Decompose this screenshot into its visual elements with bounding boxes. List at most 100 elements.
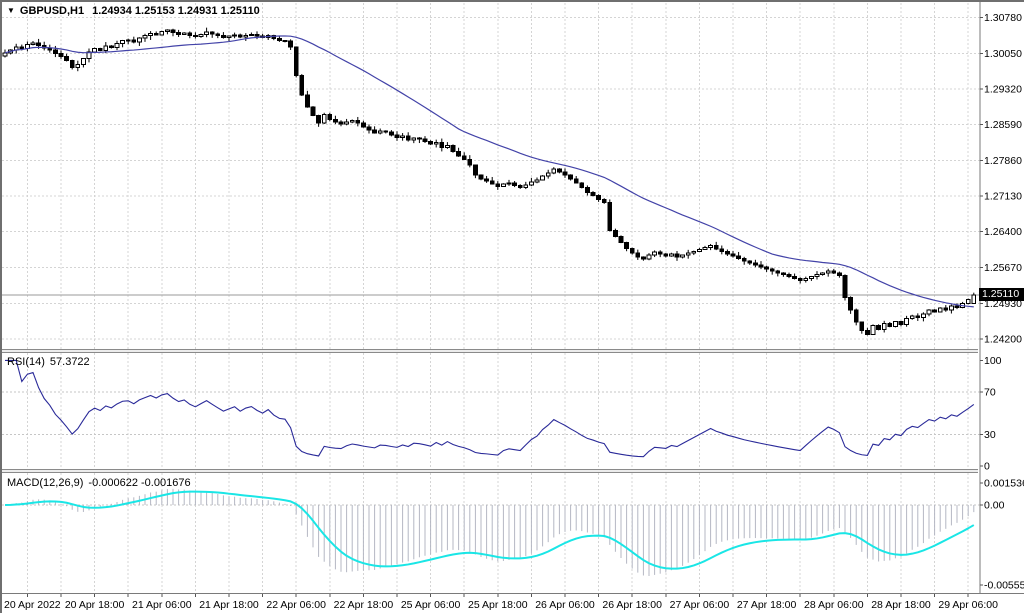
- candle: [148, 32, 153, 37]
- candle: [114, 43, 120, 48]
- candle: [887, 323, 893, 328]
- candle: [831, 270, 837, 274]
- rsi-line: [5, 359, 975, 458]
- candles-layer[interactable]: [2, 27, 977, 336]
- candle: [635, 252, 641, 258]
- candle: [137, 37, 142, 43]
- candle: [904, 318, 910, 326]
- candle: [775, 270, 781, 274]
- candle: [764, 266, 770, 270]
- candle: [680, 254, 686, 258]
- candle: [478, 174, 484, 180]
- candle: [92, 47, 97, 53]
- panel-separator-macd[interactable]: [2, 469, 978, 473]
- candle: [53, 49, 58, 54]
- time-axis-label: 29 Apr 06:00: [938, 599, 998, 611]
- candle: [58, 52, 64, 57]
- candle: [344, 121, 350, 125]
- candle: [254, 33, 260, 37]
- candle: [288, 40, 294, 48]
- symbol-label: GBPUSD,H1: [19, 5, 85, 17]
- candle: [327, 113, 333, 120]
- candle: [865, 329, 870, 335]
- candle: [75, 64, 81, 69]
- candle: [484, 178, 490, 182]
- macd-signal-line: [4, 490, 975, 570]
- candle: [187, 32, 193, 36]
- candle: [170, 29, 176, 33]
- time-axis-label: 28 Apr 18:00: [871, 599, 931, 611]
- candle: [321, 113, 327, 124]
- svg-text:1.24930: 1.24930: [984, 298, 1022, 310]
- time-axis-label: 20 Apr 18:00: [65, 599, 125, 611]
- candle: [893, 321, 898, 328]
- candle: [400, 135, 406, 138]
- candle: [226, 35, 232, 39]
- candle: [848, 297, 854, 311]
- candle: [545, 172, 551, 177]
- time-axis-label: 25 Apr 18:00: [468, 599, 528, 611]
- chart-title: ▼ GBPUSD,H1 1.24934 1.25153 1.24931 1.2511…: [7, 5, 260, 17]
- candle: [803, 278, 809, 282]
- candle: [965, 299, 971, 305]
- candle: [842, 275, 848, 299]
- candle: [629, 247, 635, 254]
- candle: [685, 252, 691, 256]
- rsi-indicator-label: RSI(14) 57.3722: [7, 356, 90, 368]
- candle: [909, 315, 915, 320]
- svg-text:1.24200: 1.24200: [984, 334, 1022, 346]
- symbol-menu-arrow-icon[interactable]: ▼: [7, 6, 15, 15]
- candle: [618, 236, 624, 243]
- time-axis-label: 28 Apr 06:00: [804, 599, 864, 611]
- candle: [562, 171, 568, 176]
- time-axis-label: 21 Apr 06:00: [132, 599, 192, 611]
- candle: [204, 31, 209, 35]
- time-axis-label: 25 Apr 06:00: [401, 599, 461, 611]
- candle: [159, 30, 165, 36]
- candle: [596, 195, 602, 200]
- panel-separator-rsi[interactable]: [2, 349, 978, 353]
- candle: [489, 180, 495, 185]
- candle: [943, 307, 949, 311]
- time-axis-label: 26 Apr 06:00: [535, 599, 595, 611]
- candle: [299, 74, 305, 96]
- candle: [624, 241, 630, 249]
- candle: [439, 141, 445, 149]
- time-axis[interactable]: 20 Apr 2022 20 Apr 18:00 21 Apr 06:00 21 Ap…: [2, 593, 1024, 612]
- candle: [657, 251, 663, 255]
- candle: [181, 32, 187, 35]
- candle: [652, 251, 658, 256]
- candle: [97, 47, 103, 51]
- candle: [641, 256, 646, 260]
- candle: [86, 51, 92, 60]
- candle: [585, 187, 590, 194]
- candle: [338, 121, 344, 125]
- svg-text:1.30780: 1.30780: [984, 12, 1022, 24]
- candle: [523, 184, 529, 189]
- candle: [19, 46, 25, 49]
- candle: [646, 254, 652, 260]
- svg-text:0.00: 0.00: [984, 500, 1005, 512]
- candle: [663, 253, 669, 257]
- svg-text:1.29320: 1.29320: [984, 84, 1022, 96]
- svg-text:1.25670: 1.25670: [984, 262, 1022, 274]
- candle: [921, 313, 926, 319]
- macd-values: -0.000622 -0.001676: [88, 477, 191, 489]
- svg-text:1.28590: 1.28590: [984, 119, 1022, 131]
- rsi-name: RSI(14): [7, 356, 45, 368]
- candle: [125, 39, 131, 42]
- candle: [243, 34, 249, 38]
- candle: [433, 141, 439, 145]
- candle: [758, 264, 764, 268]
- candle: [529, 181, 534, 186]
- candle: [221, 35, 226, 39]
- candle: [249, 33, 254, 36]
- candle: [870, 325, 876, 335]
- candle: [747, 260, 753, 264]
- candle: [176, 31, 181, 35]
- candle: [193, 34, 198, 38]
- candle: [876, 325, 882, 330]
- svg-text:0: 0: [984, 461, 990, 473]
